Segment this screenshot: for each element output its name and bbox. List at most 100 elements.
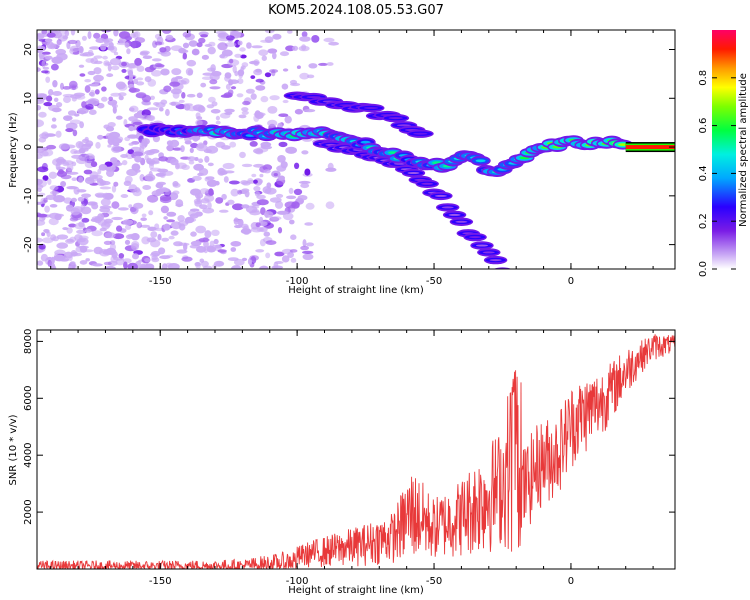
noise-blob: [123, 261, 128, 269]
noise-blob: [245, 88, 255, 94]
noise-blob: [71, 177, 78, 181]
noise-blob: [128, 142, 134, 146]
noise-blob: [150, 231, 158, 238]
noise-blob: [282, 99, 289, 104]
noise-blob: [325, 201, 335, 209]
noise-blob: [264, 36, 274, 43]
noise-blob: [136, 221, 143, 229]
noise-blob: [37, 33, 49, 38]
noise-blob: [190, 231, 197, 237]
noise-blob: [37, 98, 45, 104]
noise-blob: [277, 227, 283, 234]
noise-blob: [169, 139, 180, 148]
noise-blob: [301, 150, 309, 155]
noise-blob: [168, 235, 175, 240]
colorbar-tick-label: 0.2: [698, 213, 709, 229]
noise-blob: [148, 210, 154, 216]
snr-ytick-label: 4000: [23, 442, 34, 467]
noise-blob: [188, 40, 198, 47]
noise-blob: [122, 160, 128, 166]
noise-blob: [278, 141, 288, 148]
noise-blob: [41, 149, 54, 157]
noise-blob: [99, 186, 112, 190]
noise-blob: [274, 251, 285, 257]
noise-blob: [66, 171, 79, 175]
noise-blob: [37, 219, 46, 226]
noise-blob: [154, 62, 162, 68]
noise-blob: [188, 210, 197, 217]
noise-blob: [202, 265, 213, 269]
noise-blob: [155, 183, 164, 189]
noise-blob: [230, 247, 237, 252]
noise-blob: [134, 155, 142, 163]
noise-blob: [70, 207, 81, 216]
noise-blob: [136, 65, 145, 72]
noise-blob: [91, 203, 99, 210]
noise-blob: [58, 143, 70, 150]
noise-blob: [130, 233, 140, 241]
noise-blob: [128, 74, 134, 78]
noise-blob: [186, 59, 197, 67]
noise-blob: [99, 182, 105, 186]
noise-blob: [308, 63, 318, 69]
noise-blob: [77, 237, 89, 246]
noise-blob: [38, 46, 46, 52]
noise-blob: [63, 95, 71, 104]
noise-blob: [118, 92, 127, 97]
noise-blob: [190, 188, 202, 196]
noise-blob: [104, 161, 113, 167]
noise-blob: [48, 171, 58, 179]
snr-xtick-label: -50: [426, 576, 442, 587]
noise-blob: [181, 92, 186, 99]
noise-blob: [124, 239, 131, 245]
noise-blob: [198, 37, 206, 44]
noise-blob: [182, 42, 190, 49]
noise-blob: [182, 49, 189, 53]
noise-blob: [289, 249, 298, 253]
noise-blob: [49, 204, 58, 208]
noise-blob: [85, 103, 94, 110]
noise-blob: [172, 182, 181, 188]
main-trace-core: [360, 140, 371, 144]
noise-blob: [278, 113, 289, 117]
noise-blob: [197, 172, 204, 177]
noise-blob: [71, 85, 77, 91]
noise-blob: [217, 249, 227, 253]
noise-blob: [245, 205, 258, 214]
noise-blob: [71, 161, 77, 167]
noise-blob: [247, 178, 254, 184]
noise-blob: [188, 160, 195, 165]
noise-blob: [300, 183, 310, 189]
noise-blob: [175, 203, 184, 207]
noise-blob: [240, 66, 245, 72]
noise-blob: [100, 43, 107, 51]
strong-tail-core: [625, 145, 675, 150]
noise-blob: [281, 83, 289, 90]
noise-blob: [241, 62, 249, 68]
spec-xtick-label: -150: [149, 276, 172, 287]
noise-blob: [206, 246, 217, 253]
spec-ytick-label: 10: [23, 92, 34, 105]
noise-blob: [46, 95, 53, 102]
noise-blob: [231, 265, 242, 269]
noise-blob: [267, 106, 278, 114]
noise-blob: [178, 99, 185, 103]
noise-blob: [43, 197, 48, 203]
noise-blob: [78, 64, 85, 68]
noise-blob: [327, 162, 334, 170]
noise-blob: [84, 153, 95, 160]
noise-blob: [122, 219, 134, 226]
noise-blob: [166, 211, 177, 217]
noise-blob: [110, 255, 119, 263]
noise-blob: [181, 256, 193, 262]
noise-blob: [298, 180, 311, 184]
noise-blob: [37, 201, 43, 205]
noise-blob: [194, 262, 201, 267]
secondary-trace-core: [489, 259, 502, 262]
snr-xlabel: Height of straight line (km): [288, 585, 424, 596]
noise-blob: [288, 187, 294, 194]
noise-blob: [237, 40, 243, 46]
noise-blob: [208, 96, 216, 103]
noise-blob: [282, 68, 289, 72]
